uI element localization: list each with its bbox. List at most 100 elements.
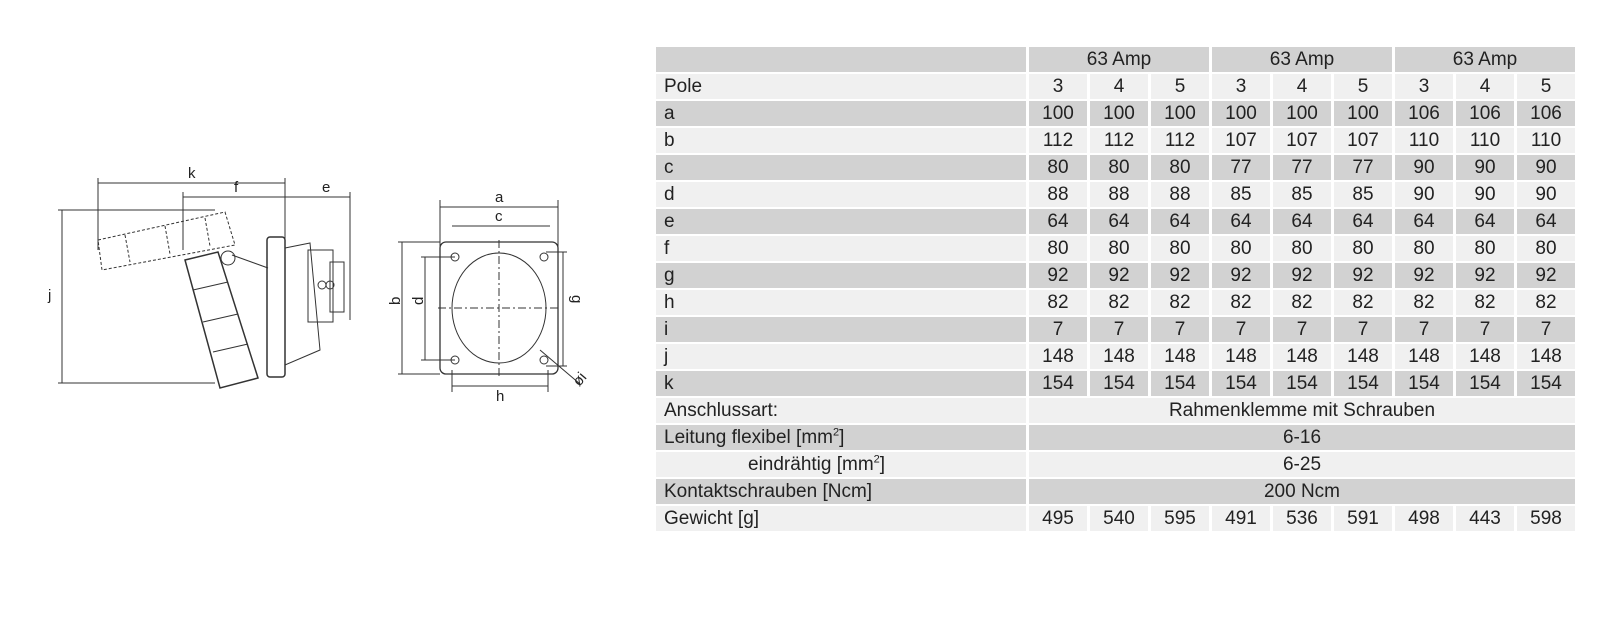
value-cell: 106 — [1517, 101, 1575, 126]
weight-cell: 595 — [1151, 506, 1209, 531]
value-cell: 148 — [1456, 344, 1514, 369]
value-cell: 80 — [1090, 236, 1148, 261]
value-cell: 80 — [1517, 236, 1575, 261]
value-cell: 80 — [1212, 236, 1270, 261]
value-cell: 5 — [1334, 74, 1392, 99]
value-cell: 7 — [1212, 317, 1270, 342]
value-cell: 7 — [1273, 317, 1331, 342]
value-cell: 80 — [1334, 236, 1392, 261]
value-cell: 3 — [1029, 74, 1087, 99]
table-row: b 112 112 112 107 107 107 110 110 110 — [656, 128, 1575, 153]
table-row: Leitung flexibel [mm2] 6-16 — [656, 425, 1575, 450]
table-row: 63 Amp 63 Amp 63 Amp — [656, 47, 1575, 72]
value-cell: 85 — [1212, 182, 1270, 207]
row-label: Kontaktschrauben [Ncm] — [656, 479, 1026, 504]
value-cell: 110 — [1395, 128, 1453, 153]
row-label: eindrähtig [mm2] — [656, 452, 1026, 477]
value-cell: 5 — [1517, 74, 1575, 99]
value-cell: 154 — [1212, 371, 1270, 396]
value-cell: 107 — [1212, 128, 1270, 153]
row-label: a — [656, 101, 1026, 126]
row-label: Gewicht [g] — [656, 506, 1026, 531]
table-row: Pole 3 4 5 3 4 5 3 4 5 — [656, 74, 1575, 99]
label-text: Kontaktschrauben [Ncm] — [664, 481, 873, 502]
table-row: j 148 148 148 148 148 148 148 148 148 — [656, 344, 1575, 369]
value-cell: 154 — [1456, 371, 1514, 396]
value-cell: 82 — [1456, 290, 1514, 315]
value-cell: 7 — [1090, 317, 1148, 342]
label-text: Leitung flexibel [mm — [664, 427, 833, 448]
weight-cell: 498 — [1395, 506, 1453, 531]
spec-value: 6-25 — [1029, 452, 1575, 477]
value-cell: 92 — [1334, 263, 1392, 288]
dim-a: a — [495, 189, 504, 206]
value-cell: 90 — [1456, 155, 1514, 180]
row-label: Anschlussart: — [656, 398, 1026, 423]
row-label: d — [656, 182, 1026, 207]
spec-value: 6-16 — [1029, 425, 1575, 450]
value-cell: 148 — [1029, 344, 1087, 369]
dimension-drawing: k f e j a c b d g h øi — [47, 165, 590, 405]
value-cell: 92 — [1456, 263, 1514, 288]
weight-cell: 540 — [1090, 506, 1148, 531]
value-cell: 80 — [1029, 155, 1087, 180]
value-cell: 80 — [1273, 236, 1331, 261]
row-label: g — [656, 263, 1026, 288]
value-cell: 82 — [1334, 290, 1392, 315]
value-cell: 82 — [1029, 290, 1087, 315]
value-cell: 90 — [1517, 155, 1575, 180]
weight-cell: 536 — [1273, 506, 1331, 531]
value-cell: 110 — [1456, 128, 1514, 153]
table-row: eindrähtig [mm2] 6-25 — [656, 452, 1575, 477]
table-row: Anschlussart: Rahmenklemme mit Schrauben — [656, 398, 1575, 423]
table-row: e 64 64 64 64 64 64 64 64 64 — [656, 209, 1575, 234]
value-cell: 80 — [1090, 155, 1148, 180]
table-row: d 88 88 88 85 85 85 90 90 90 — [656, 182, 1575, 207]
value-cell: 148 — [1273, 344, 1331, 369]
value-cell: 100 — [1029, 101, 1087, 126]
superscript: 2 — [832, 426, 840, 439]
row-label: c — [656, 155, 1026, 180]
table-row: g 92 92 92 92 92 92 92 92 92 — [656, 263, 1575, 288]
dim-b: b — [387, 297, 404, 305]
weight-cell: 598 — [1517, 506, 1575, 531]
table-row: c 80 80 80 77 77 77 90 90 90 — [656, 155, 1575, 180]
header-empty — [656, 47, 1026, 72]
label-text: Anschlussart: — [664, 400, 779, 421]
value-cell: 85 — [1334, 182, 1392, 207]
value-cell: 154 — [1151, 371, 1209, 396]
value-cell: 112 — [1029, 128, 1087, 153]
table-row: a 100 100 100 100 100 100 106 106 106 — [656, 101, 1575, 126]
row-label: e — [656, 209, 1026, 234]
value-cell: 88 — [1029, 182, 1087, 207]
value-cell: 112 — [1151, 128, 1209, 153]
value-cell: 106 — [1395, 101, 1453, 126]
value-cell: 82 — [1090, 290, 1148, 315]
value-cell: 90 — [1517, 182, 1575, 207]
table-row: k 154 154 154 154 154 154 154 154 154 — [656, 371, 1575, 396]
superscript: 2 — [873, 453, 880, 466]
row-label: h — [656, 290, 1026, 315]
value-cell: 90 — [1456, 182, 1514, 207]
value-cell: 80 — [1151, 236, 1209, 261]
value-cell: 148 — [1334, 344, 1392, 369]
value-cell: 80 — [1151, 155, 1209, 180]
group-header: 63 Amp — [1212, 47, 1392, 72]
value-cell: 7 — [1517, 317, 1575, 342]
value-cell: 4 — [1456, 74, 1514, 99]
value-cell: 64 — [1395, 209, 1453, 234]
value-cell: 106 — [1456, 101, 1514, 126]
row-label: j — [656, 344, 1026, 369]
table-row: h 82 82 82 82 82 82 82 82 82 — [656, 290, 1575, 315]
value-cell: 64 — [1517, 209, 1575, 234]
value-cell: 148 — [1090, 344, 1148, 369]
value-cell: 80 — [1395, 236, 1453, 261]
value-cell: 154 — [1334, 371, 1392, 396]
value-cell: 85 — [1273, 182, 1331, 207]
value-cell: 5 — [1151, 74, 1209, 99]
value-cell: 92 — [1212, 263, 1270, 288]
label-end: ] — [879, 454, 886, 475]
value-cell: 107 — [1273, 128, 1331, 153]
value-cell: 82 — [1212, 290, 1270, 315]
